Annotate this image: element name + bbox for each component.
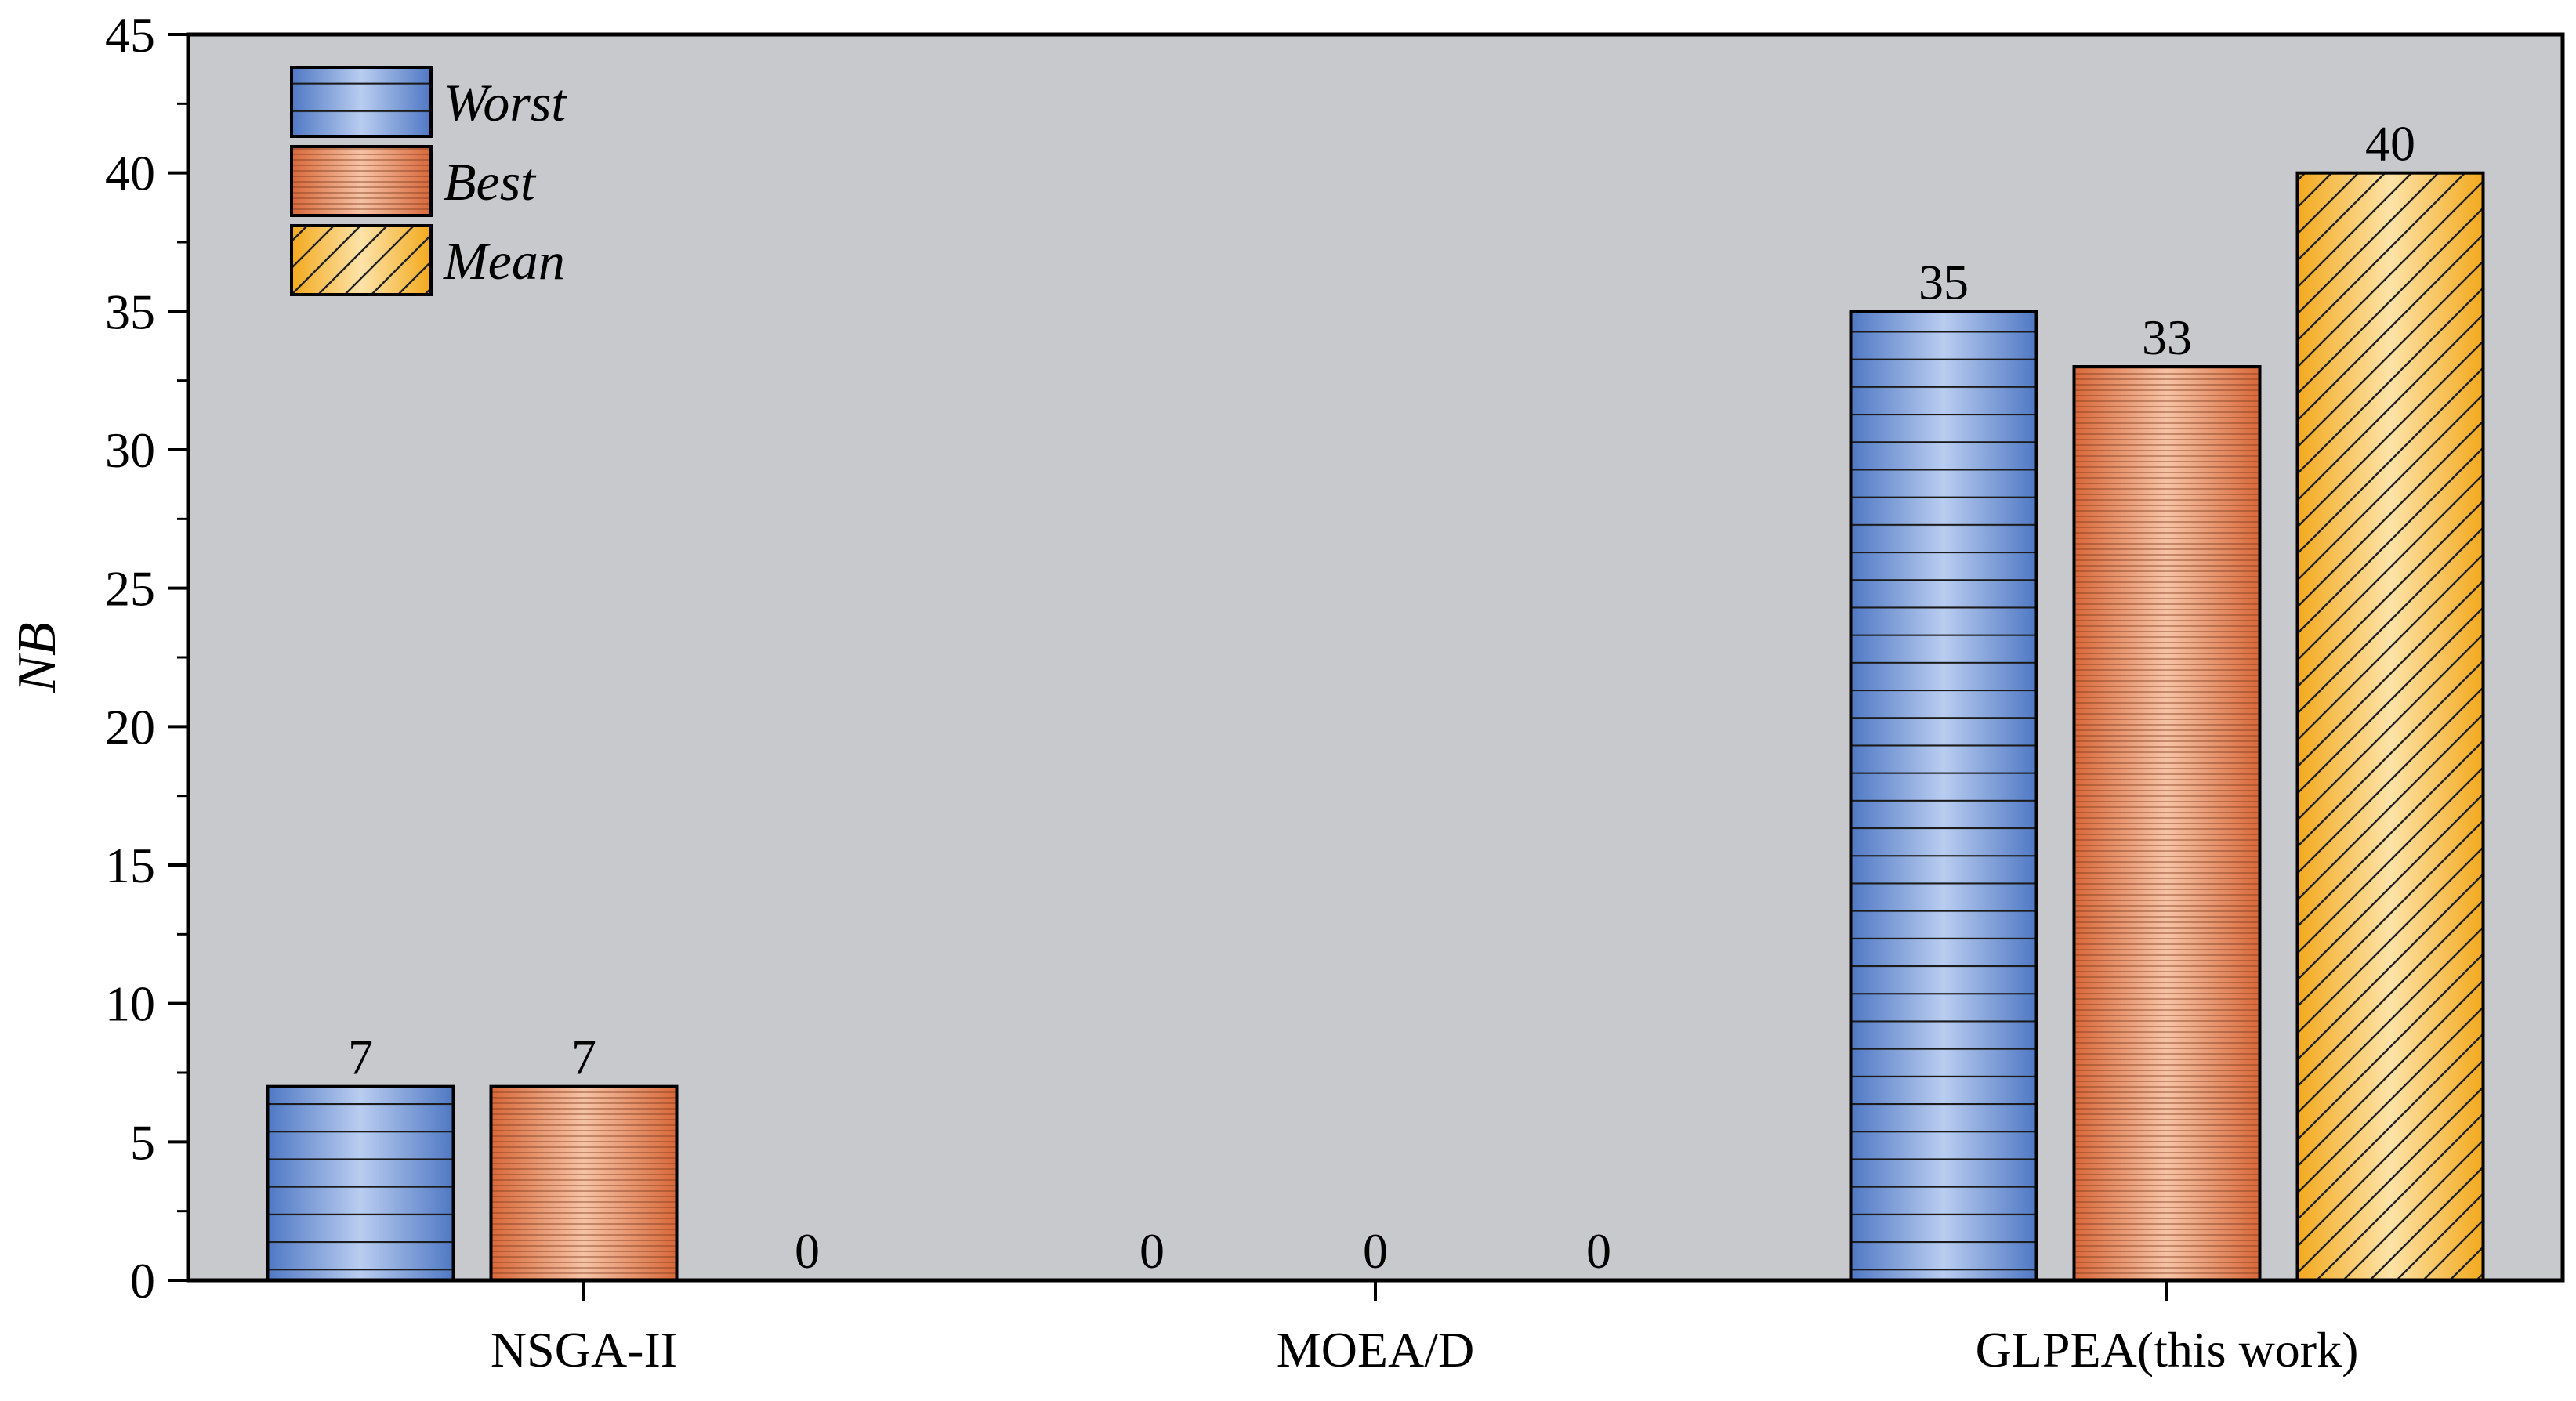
legend-swatch-mean xyxy=(290,224,433,296)
bar-label-worst-2: 35 xyxy=(1918,254,1969,310)
bars-group xyxy=(266,171,2485,1283)
bar-label-mean-2: 40 xyxy=(2365,116,2415,172)
bar-labels-group: 7 7 0 0 0 0 35 33 40 xyxy=(348,116,2415,1279)
bar-worst-2 xyxy=(1849,310,2038,1282)
legend-swatch-best xyxy=(290,145,433,217)
bar-best-0 xyxy=(489,1084,679,1282)
bar-label-best-0: 7 xyxy=(571,1030,596,1085)
legend-item-worst: Worst xyxy=(290,66,567,138)
x-tick-label: MOEA/D xyxy=(1277,1322,1474,1377)
y-tick-label: 0 xyxy=(130,1253,155,1309)
y-tick-label: 15 xyxy=(105,838,155,893)
y-tick-label: 5 xyxy=(130,1114,155,1170)
legend-label-best: Best xyxy=(444,152,537,212)
bar-label-mean-1: 0 xyxy=(1586,1223,1611,1279)
x-tick-label: NSGA-II xyxy=(491,1322,677,1377)
legend-item-best: Best xyxy=(290,145,537,217)
y-tick-label: 40 xyxy=(105,146,155,201)
bar-label-worst-1: 0 xyxy=(1139,1223,1165,1279)
bar-worst-0 xyxy=(266,1084,455,1282)
legend: Worst Best Mean xyxy=(290,66,567,296)
x-ticks-group: NSGA-II MOEA/D GLPEA(this work) xyxy=(491,1280,2359,1377)
bar-label-best-1: 0 xyxy=(1363,1223,1388,1279)
bar-best-2 xyxy=(2072,365,2262,1282)
y-tick-label: 45 xyxy=(105,7,155,63)
y-tick-label: 20 xyxy=(105,699,155,755)
legend-label-worst: Worst xyxy=(444,73,567,132)
y-tick-label: 35 xyxy=(105,284,155,339)
y-tick-label: 25 xyxy=(105,561,155,617)
y-tick-label: 30 xyxy=(105,422,155,478)
y-axis-title: NB xyxy=(7,622,67,693)
legend-label-mean: Mean xyxy=(443,231,565,291)
bar-label-worst-0: 7 xyxy=(348,1030,373,1085)
bar-label-mean-0: 0 xyxy=(795,1223,820,1279)
x-tick-label: GLPEA(this work) xyxy=(1976,1322,2359,1377)
legend-swatch-worst xyxy=(290,66,433,138)
bar-mean-2 xyxy=(2295,171,2485,1283)
bar-label-best-2: 33 xyxy=(2142,310,2192,365)
y-ticks-group: 0 5 10 15 20 25 30 35 40 45 xyxy=(105,7,188,1309)
y-tick-label: 10 xyxy=(105,976,155,1032)
legend-item-mean: Mean xyxy=(290,224,565,296)
